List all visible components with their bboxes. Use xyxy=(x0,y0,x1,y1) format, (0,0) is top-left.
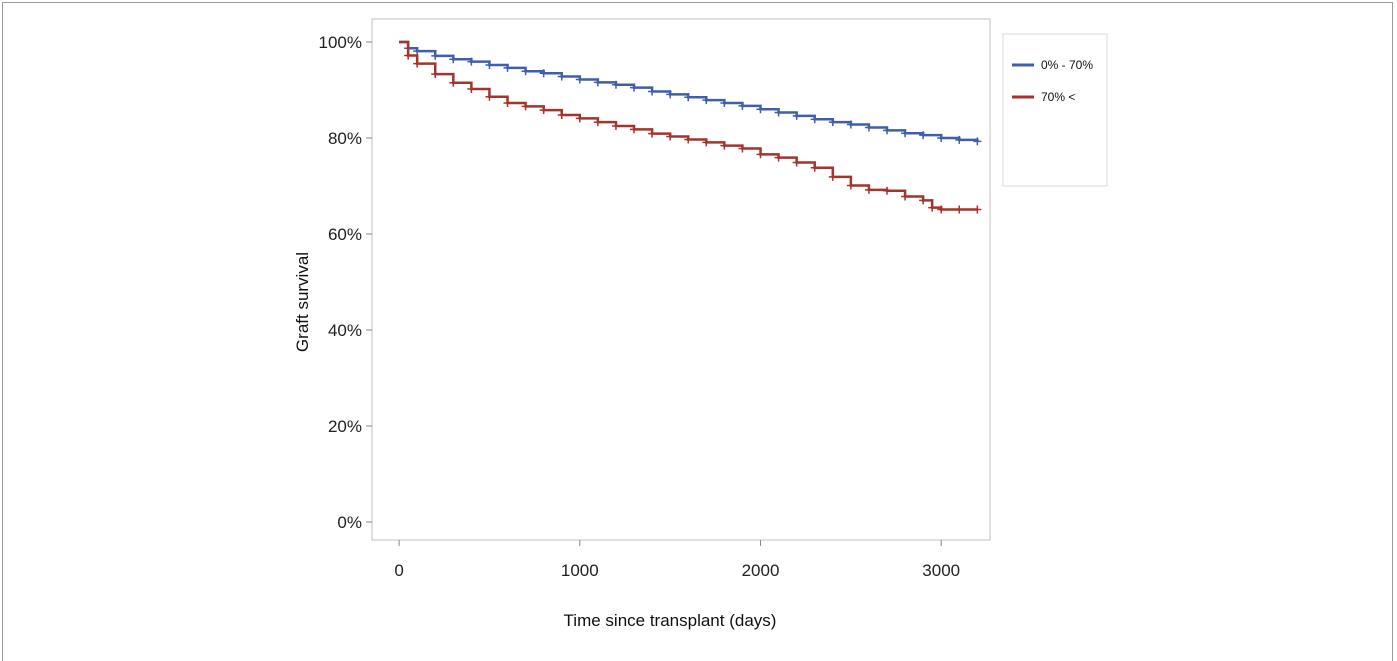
y-tick-label: 40% xyxy=(328,321,362,340)
y-axis-title: Graft survival xyxy=(293,252,312,352)
x-axis: 0 1000 2000 3000 xyxy=(394,540,960,580)
x-tick-label: 2000 xyxy=(742,561,780,580)
x-tick-label: 1000 xyxy=(561,561,599,580)
x-tick-label: 0 xyxy=(394,561,403,580)
x-axis-title: Time since transplant (days) xyxy=(564,611,777,630)
legend-label: 70% < xyxy=(1041,90,1075,104)
legend-box xyxy=(1003,34,1107,186)
legend-label: 0% - 70% xyxy=(1041,58,1093,72)
y-tick-label: 100% xyxy=(319,33,362,52)
y-axis: 0% 20% 40% 60% 80% 100% xyxy=(319,33,372,532)
y-tick-label: 20% xyxy=(328,417,362,436)
x-tick-label: 3000 xyxy=(922,561,960,580)
plot-area xyxy=(372,19,990,540)
y-tick-label: 60% xyxy=(328,225,362,244)
y-tick-label: 80% xyxy=(328,129,362,148)
y-tick-label: 0% xyxy=(337,513,362,532)
